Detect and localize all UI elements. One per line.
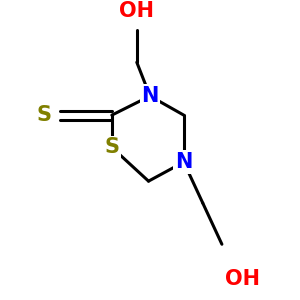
Text: N: N: [175, 152, 192, 172]
Text: OH: OH: [119, 1, 154, 21]
Text: S: S: [37, 105, 52, 125]
Text: OH: OH: [225, 269, 260, 290]
Text: S: S: [104, 137, 119, 158]
Text: N: N: [141, 86, 159, 106]
